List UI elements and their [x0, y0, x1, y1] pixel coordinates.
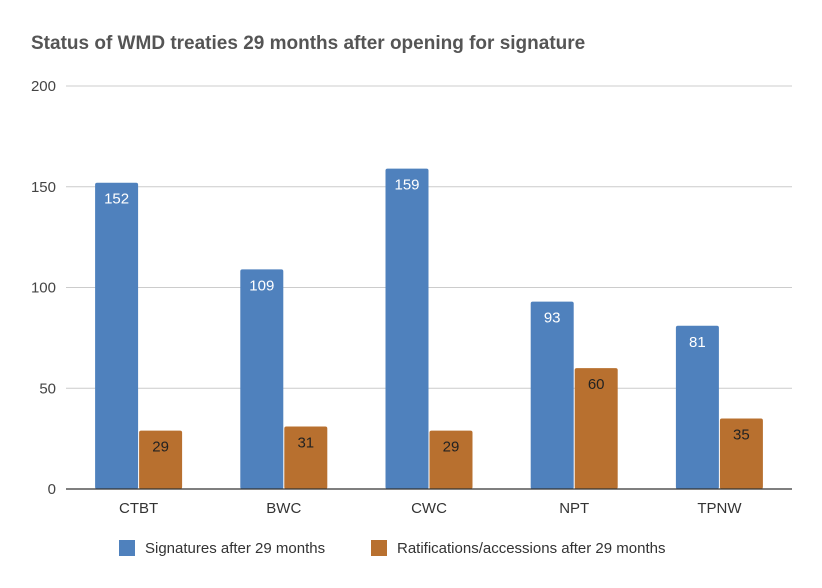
- data-label: 109: [249, 277, 274, 294]
- bar-cwc-series-1: [385, 168, 429, 490]
- data-label: 93: [544, 310, 561, 327]
- bar-cwc-series-2: [429, 430, 473, 489]
- y-tick-label: 0: [48, 481, 56, 498]
- y-tick-label: 150: [31, 179, 56, 196]
- chart-title: Status of WMD treaties 29 months after o…: [31, 33, 585, 54]
- data-label: 159: [394, 177, 419, 194]
- x-tick-label: BWC: [266, 500, 301, 517]
- bar-ctbt-series-1: [95, 182, 139, 489]
- x-tick-label: TPNW: [697, 500, 742, 517]
- legend-label: Ratifications/accessions after 29 months: [397, 540, 665, 557]
- y-tick-label: 100: [31, 280, 56, 297]
- bar-tpnw-series-2: [719, 418, 763, 489]
- legend-swatch: [371, 540, 387, 556]
- x-tick-label: CWC: [411, 500, 447, 517]
- data-label: 29: [152, 439, 169, 456]
- legend-label: Signatures after 29 months: [145, 540, 325, 557]
- bars: [95, 168, 763, 490]
- legend: Signatures after 29 months Ratifications/…: [119, 540, 665, 557]
- bar-npt-series-2: [574, 368, 618, 489]
- data-label: 60: [588, 376, 605, 393]
- x-tick-label: NPT: [559, 500, 589, 517]
- data-labels: 152 29 109 31 159 29 93 60 81 35: [104, 177, 750, 456]
- bar-npt-series-1: [530, 301, 574, 489]
- bar-bwc-series-2: [284, 426, 328, 489]
- data-label: 29: [443, 439, 460, 456]
- data-label: 35: [733, 426, 750, 443]
- y-tick-label: 50: [39, 380, 56, 397]
- bar-ctbt-series-2: [139, 430, 183, 489]
- data-label: 31: [297, 435, 314, 452]
- x-axis-ticks: CTBT BWC CWC NPT TPNW: [119, 500, 742, 517]
- gridlines: [66, 85, 792, 389]
- bar-bwc-series-1: [240, 269, 284, 489]
- bar-tpnw-series-1: [675, 325, 719, 489]
- y-axis-ticks: 0 50 100 150 200: [31, 78, 56, 498]
- data-label: 152: [104, 191, 129, 208]
- y-tick-label: 200: [31, 78, 56, 95]
- legend-swatch: [119, 540, 135, 556]
- data-label: 81: [689, 334, 706, 351]
- x-tick-label: CTBT: [119, 500, 158, 517]
